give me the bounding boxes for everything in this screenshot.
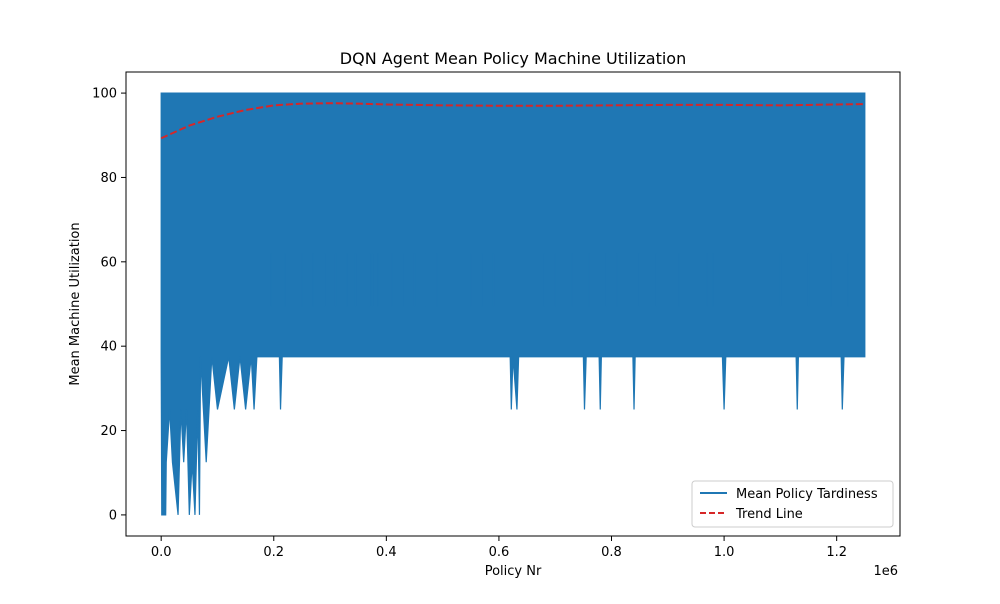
x-tick-label: 0.6: [489, 545, 510, 560]
legend-box: [691, 480, 894, 528]
legend-label-series: Mean Policy Tardiness: [736, 487, 878, 502]
y-tick-label: 0: [109, 508, 117, 523]
x-tick-label: 0.8: [601, 545, 622, 560]
y-axis-label: Mean Machine Utilization: [68, 222, 83, 385]
legend-label-trend: Trend Line: [735, 507, 803, 522]
x-axis-label: Policy Nr: [485, 564, 542, 579]
y-tick-label: 40: [100, 340, 117, 355]
x-tick-label: 0.0: [151, 545, 172, 560]
legend: Mean Policy Tardiness Trend Line: [691, 480, 894, 528]
x-tick-label: 0.4: [376, 545, 397, 560]
x-tick-label: 1.2: [826, 545, 847, 560]
chart-title: DQN Agent Mean Policy Machine Utilizatio…: [340, 49, 686, 68]
x-tick-label: 1.0: [714, 545, 735, 560]
trend-line: [160, 102, 865, 140]
y-tick-label: 80: [100, 171, 117, 186]
y-tick-label: 20: [100, 424, 117, 439]
x-offset-text: 1e6: [873, 564, 898, 579]
series-lower-envelope: [160, 92, 866, 516]
x-tick-label: 0.2: [263, 545, 284, 560]
y-tick-label: 100: [92, 87, 117, 102]
plot-frame: [125, 71, 901, 537]
y-tick-label: 60: [100, 255, 117, 270]
